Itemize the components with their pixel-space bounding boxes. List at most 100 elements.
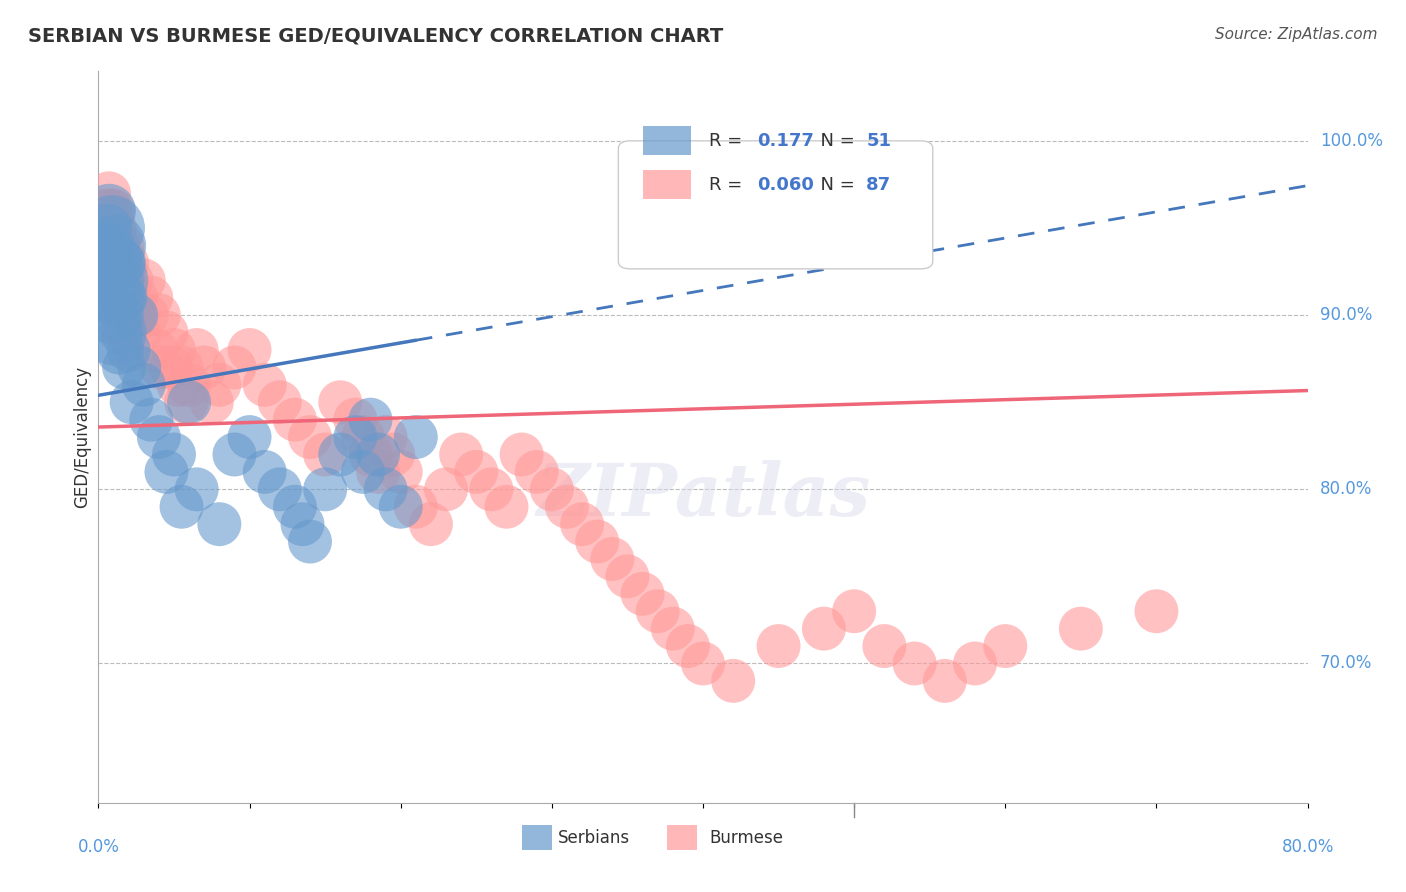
Point	[208, 377, 231, 392]
Point	[115, 256, 138, 270]
Text: 0.060: 0.060	[758, 176, 814, 194]
Bar	[643, 126, 690, 155]
Point	[352, 465, 374, 479]
Text: 51: 51	[866, 132, 891, 150]
Point	[98, 186, 121, 201]
Point	[112, 273, 135, 287]
Point	[360, 448, 382, 462]
Point	[160, 360, 183, 375]
Point	[253, 465, 276, 479]
Point	[112, 360, 135, 375]
Point	[98, 203, 121, 218]
Point	[103, 203, 125, 218]
Point	[100, 308, 122, 322]
Point	[555, 500, 578, 514]
Point	[179, 395, 201, 409]
Point	[1070, 622, 1092, 636]
Point	[239, 343, 262, 357]
Point	[965, 657, 987, 671]
Text: 0.177: 0.177	[758, 132, 814, 150]
Point	[111, 256, 134, 270]
Text: 0.0%: 0.0%	[77, 838, 120, 855]
Text: 90.0%: 90.0%	[1320, 306, 1372, 324]
Bar	[522, 825, 551, 850]
Point	[103, 238, 125, 252]
Point	[291, 517, 314, 532]
Text: Source: ZipAtlas.com: Source: ZipAtlas.com	[1215, 27, 1378, 42]
Point	[571, 517, 593, 532]
Point	[122, 308, 145, 322]
Point	[104, 221, 127, 235]
Point	[107, 238, 129, 252]
Point	[179, 377, 201, 392]
Point	[121, 273, 143, 287]
Text: 80.0%: 80.0%	[1281, 838, 1334, 855]
Text: Serbians: Serbians	[558, 829, 630, 847]
Point	[128, 326, 150, 340]
Point	[844, 604, 866, 618]
Point	[167, 377, 190, 392]
Point	[107, 308, 129, 322]
Point	[141, 412, 163, 426]
Point	[96, 256, 118, 270]
Text: 70.0%: 70.0%	[1320, 655, 1372, 673]
Point	[723, 673, 745, 688]
Point	[107, 256, 129, 270]
Point	[1144, 604, 1167, 618]
Point	[329, 395, 352, 409]
Point	[994, 639, 1017, 653]
Point	[768, 639, 790, 653]
Point	[344, 412, 367, 426]
Point	[434, 483, 457, 497]
Point	[465, 465, 488, 479]
Point	[114, 291, 136, 305]
Point	[934, 673, 956, 688]
Point	[107, 273, 129, 287]
Point	[405, 430, 427, 444]
Point	[526, 465, 548, 479]
Point	[389, 500, 412, 514]
Point	[389, 465, 412, 479]
Bar	[643, 170, 690, 200]
Point	[170, 360, 193, 375]
Text: 80.0%: 80.0%	[1320, 480, 1372, 499]
Point	[186, 343, 208, 357]
Point	[284, 412, 307, 426]
Point	[98, 291, 121, 305]
Point	[382, 448, 405, 462]
Point	[94, 238, 117, 252]
Point	[174, 395, 197, 409]
Point	[420, 517, 443, 532]
Point	[314, 483, 336, 497]
Point	[103, 326, 125, 340]
Point	[647, 604, 669, 618]
Point	[100, 256, 122, 270]
Point	[676, 639, 699, 653]
Point	[352, 430, 374, 444]
Point	[148, 430, 170, 444]
Point	[405, 500, 427, 514]
Bar	[666, 825, 697, 850]
Point	[208, 517, 231, 532]
Point	[148, 308, 170, 322]
Point	[114, 308, 136, 322]
Point	[128, 360, 150, 375]
Point	[135, 308, 157, 322]
Point	[132, 377, 155, 392]
Point	[495, 500, 517, 514]
Point	[94, 273, 117, 287]
Point	[96, 221, 118, 235]
Point	[299, 534, 322, 549]
Point	[98, 238, 121, 252]
Point	[481, 483, 503, 497]
Point	[100, 203, 122, 218]
Point	[224, 448, 246, 462]
Point	[284, 500, 307, 514]
Point	[104, 238, 127, 252]
Point	[96, 221, 118, 235]
Text: 100.0%: 100.0%	[1320, 132, 1382, 150]
Point	[224, 360, 246, 375]
Point	[163, 343, 186, 357]
Text: 87: 87	[866, 176, 891, 194]
Point	[108, 256, 131, 270]
